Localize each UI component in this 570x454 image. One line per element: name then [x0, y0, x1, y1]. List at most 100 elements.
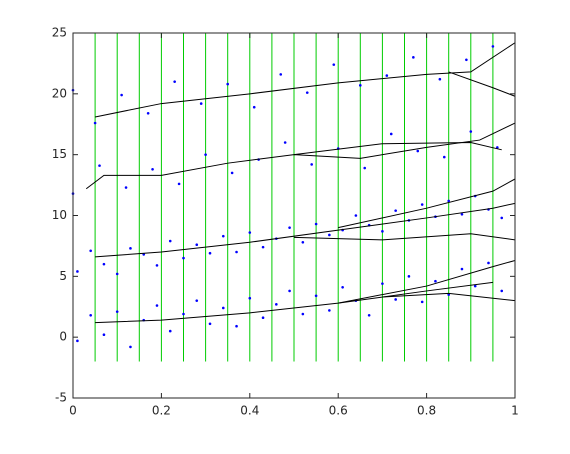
point [447, 199, 451, 203]
trajectory-line [95, 202, 516, 258]
x-tick-label: 0.4 [240, 404, 259, 418]
point [221, 234, 225, 238]
y-tick-label: 0 [59, 330, 67, 344]
point [314, 294, 318, 298]
point [252, 105, 256, 109]
point [496, 146, 499, 149]
trajectory-line [338, 178, 516, 229]
point [332, 63, 336, 66]
point [195, 299, 199, 302]
point [367, 313, 371, 317]
point [120, 93, 123, 97]
point [248, 296, 252, 300]
point [394, 298, 397, 301]
point [102, 333, 106, 337]
point [102, 262, 106, 266]
point [129, 247, 132, 250]
x-tick-label: 0.2 [152, 404, 171, 418]
point [469, 130, 473, 133]
point [204, 153, 207, 156]
trajectory-line [85, 122, 516, 190]
trajectory-line [95, 42, 516, 118]
y-tick-label: 10 [52, 208, 67, 222]
point [76, 339, 79, 343]
trajectory-line [448, 71, 516, 97]
point [412, 56, 415, 59]
point [199, 102, 203, 105]
point [115, 310, 119, 313]
point [261, 245, 265, 249]
point [98, 164, 101, 167]
point [235, 324, 238, 328]
y-tick-label: 25 [52, 26, 67, 40]
point [359, 84, 362, 87]
point [442, 155, 446, 159]
point [491, 45, 495, 48]
point [182, 312, 185, 316]
point [438, 77, 442, 81]
point [235, 250, 238, 254]
point [460, 267, 464, 271]
point [389, 132, 393, 136]
point [354, 214, 358, 217]
point [301, 240, 305, 244]
point [283, 141, 287, 144]
point [177, 182, 181, 186]
point [124, 186, 128, 189]
trajectory-line [95, 281, 493, 324]
point [288, 289, 291, 293]
point [305, 91, 309, 94]
point [385, 74, 389, 77]
point [230, 171, 234, 175]
point [115, 272, 119, 276]
point [151, 167, 154, 171]
point [248, 231, 252, 234]
point [465, 58, 468, 62]
point [168, 239, 172, 243]
point [363, 166, 367, 170]
point [279, 73, 283, 76]
point [328, 233, 331, 237]
point [168, 329, 172, 333]
point [500, 216, 504, 220]
point [460, 212, 464, 216]
x-tick-label: 0.6 [329, 404, 348, 418]
point [208, 251, 212, 255]
trajectory-line [382, 292, 516, 302]
point [394, 209, 397, 212]
point [226, 82, 229, 86]
point [261, 316, 265, 320]
point [473, 284, 477, 288]
y-tick-label: 15 [52, 147, 67, 161]
point [155, 264, 159, 267]
point [76, 270, 79, 273]
point [381, 230, 384, 233]
point [381, 282, 384, 285]
point [341, 285, 344, 289]
point [500, 289, 504, 293]
point [182, 256, 185, 260]
point [208, 322, 212, 326]
point [487, 261, 490, 265]
x-tick-label: 1 [511, 404, 519, 418]
y-tick-label: 5 [59, 269, 67, 283]
y-tick-label: -5 [55, 391, 67, 405]
point [173, 80, 176, 83]
point [434, 279, 437, 283]
trajectory-line [338, 260, 516, 304]
point [314, 222, 318, 226]
point [129, 345, 132, 349]
point [195, 243, 199, 246]
point [301, 312, 305, 316]
x-tick-label: 0 [69, 404, 77, 418]
point [407, 275, 411, 278]
trajectory-line [293, 141, 502, 156]
trajectory-line [293, 233, 516, 241]
point [310, 163, 313, 166]
point [420, 300, 424, 304]
point [89, 313, 92, 317]
point [328, 309, 331, 312]
x-tick-label: 0.8 [417, 404, 436, 418]
point [155, 304, 159, 307]
